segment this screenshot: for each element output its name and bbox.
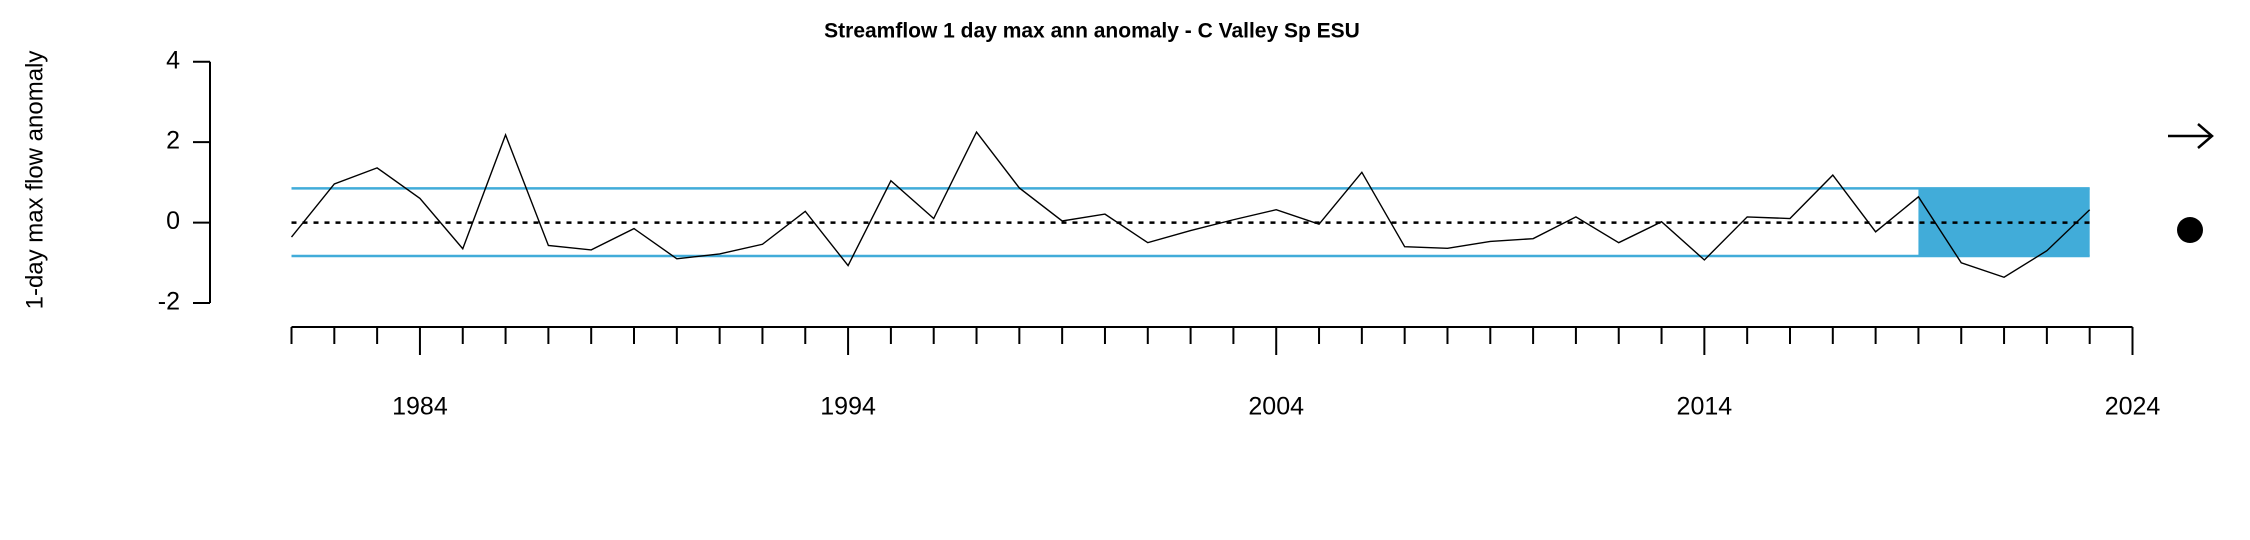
x-tick-label: 1994 (820, 393, 876, 421)
recent-shade (1918, 188, 2090, 256)
chart-title: Streamflow 1 day max ann anomaly - C Val… (824, 20, 1360, 43)
series-line (290, 130, 2091, 279)
mean-indicator (2177, 217, 2203, 243)
y-axis-label: 1-day max flow anomaly (21, 51, 48, 310)
y-tick-label: 2 (166, 127, 180, 155)
y-tick-label: 4 (166, 46, 180, 74)
y-tick-label: -2 (158, 288, 180, 316)
y-tick-label: 0 (166, 207, 180, 235)
x-tick-label: 2024 (2105, 393, 2161, 421)
trend-arrow (2168, 123, 2214, 149)
x-tick-label: 2014 (1677, 393, 1733, 421)
x-tick-label: 1984 (392, 393, 448, 421)
x-tick-label: 2004 (1248, 393, 1304, 421)
